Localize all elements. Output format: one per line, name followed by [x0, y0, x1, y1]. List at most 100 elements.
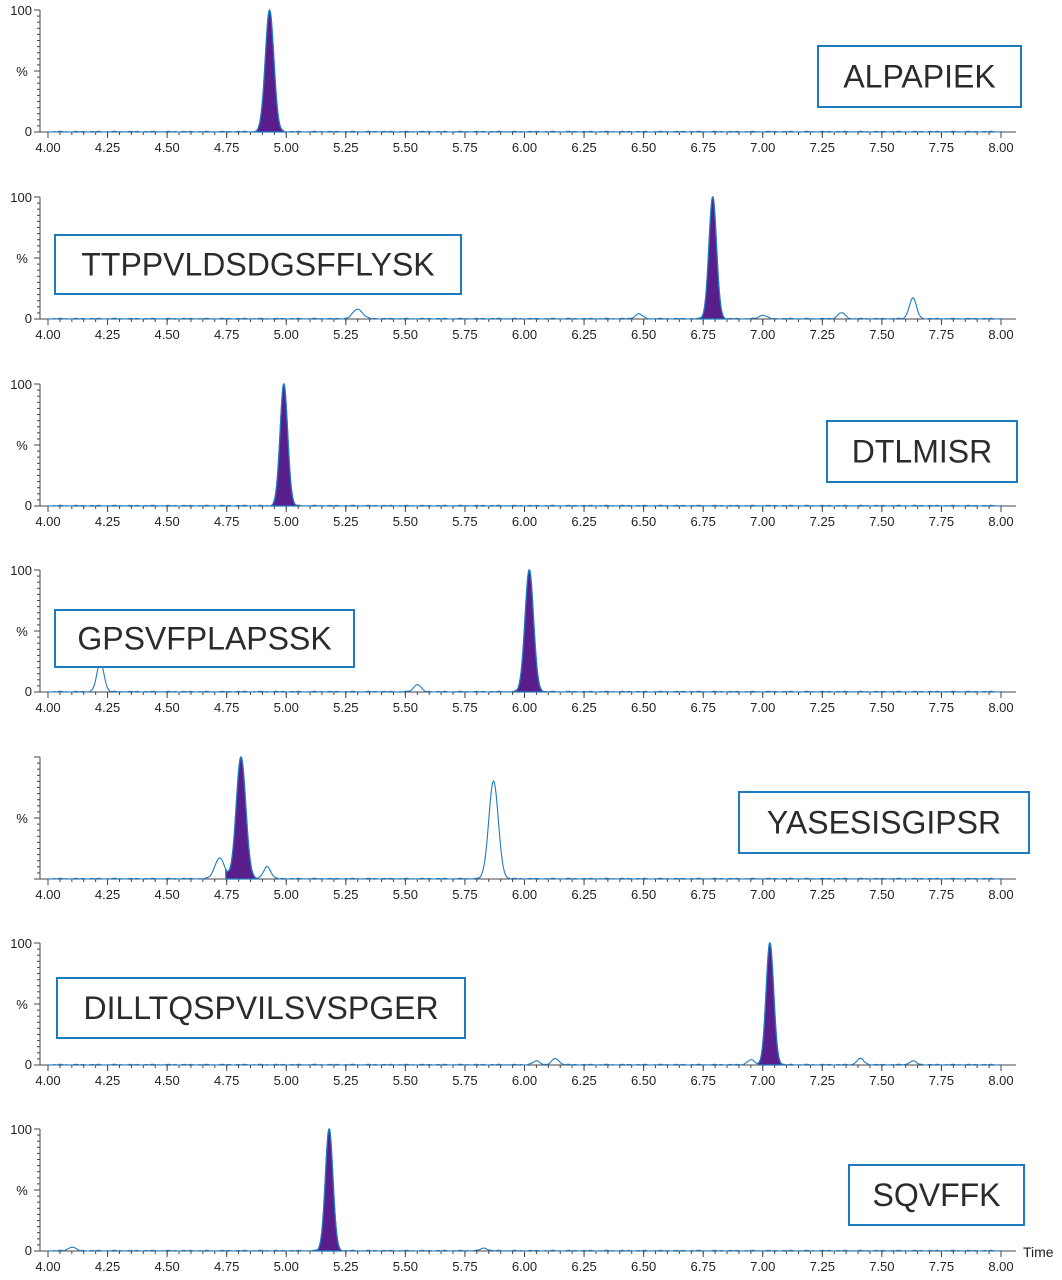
trace-line — [47, 756, 1001, 880]
x-tick-label: 4.00 — [35, 700, 60, 715]
x-tick-label: 7.00 — [750, 887, 775, 902]
x-tick-label: 6.50 — [631, 327, 656, 342]
x-tick-label: 8.00 — [988, 887, 1013, 902]
x-tick-label: 6.25 — [571, 700, 596, 715]
x-tick-label: 5.25 — [333, 1259, 358, 1274]
x-tick-label: 4.25 — [95, 327, 120, 342]
x-tick-label: 7.25 — [810, 140, 835, 155]
peptide-label-box — [54, 609, 355, 668]
trace-line — [47, 382, 1001, 507]
y-tick-label: 0 — [25, 1057, 32, 1072]
x-tick-label: 7.00 — [750, 1259, 775, 1274]
x-tick-label: 6.25 — [571, 1259, 596, 1274]
chromatogram-panel: % 4.00 4.25 4.50 4.75 5.00 5.25 5.50 5.75 6.00 6.2… — [16, 756, 1030, 902]
peptide-label-box — [817, 45, 1022, 108]
y-tick-label: 0 — [25, 311, 32, 326]
trace-line — [47, 1127, 1001, 1252]
x-tick-label: 5.50 — [393, 1073, 418, 1088]
x-tick-label: 6.25 — [571, 1073, 596, 1088]
trace-line — [47, 569, 1001, 693]
y-tick-label: 0 — [25, 684, 32, 699]
x-tick-label: 7.75 — [929, 887, 954, 902]
y-tick-label: 100 — [10, 3, 32, 18]
x-tick-label: 7.25 — [810, 700, 835, 715]
x-tick-label: 6.00 — [512, 1073, 537, 1088]
x-tick-label: 4.25 — [95, 1259, 120, 1274]
x-tick-label: 6.50 — [631, 1073, 656, 1088]
chromatogram-panel: 0 100% 4.00 4.25 4.50 4.75 5.00 5.25 5.50 5.75 6.0… — [10, 377, 1018, 529]
x-tick-label: 4.75 — [214, 887, 239, 902]
y-axis-label: % — [16, 624, 28, 639]
x-tick-label: 6.75 — [691, 514, 716, 529]
x-tick-label: 5.75 — [452, 1073, 477, 1088]
peptide-label: SQVFFK — [872, 1177, 1000, 1213]
x-tick-label: 7.25 — [810, 327, 835, 342]
x-tick-label: 8.00 — [988, 1073, 1013, 1088]
x-tick-label: 5.75 — [452, 140, 477, 155]
y-tick-label: 100 — [10, 1122, 32, 1137]
x-tick-label: 6.25 — [571, 140, 596, 155]
x-tick-label: 7.25 — [810, 1073, 835, 1088]
x-tick-label: 4.00 — [35, 887, 60, 902]
chromatogram-panel: 0 100% 4.00 4.25 4.50 4.75 5.00 5.25 5.50 5.75 6.0… — [10, 563, 1016, 715]
x-tick-label: 6.25 — [571, 327, 596, 342]
x-tick-label: 7.00 — [750, 514, 775, 529]
x-tick-label: 4.00 — [35, 1073, 60, 1088]
x-tick-label: 7.75 — [929, 700, 954, 715]
x-tick-label: 5.50 — [393, 327, 418, 342]
x-tick-label: 7.50 — [869, 140, 894, 155]
x-tick-label: 7.50 — [869, 700, 894, 715]
x-tick-label: 5.25 — [333, 887, 358, 902]
x-tick-label: 8.00 — [988, 700, 1013, 715]
peptide-label-box — [738, 791, 1030, 854]
x-tick-label: 4.25 — [95, 140, 120, 155]
peptide-label-box — [56, 977, 466, 1039]
y-tick-label: 100 — [10, 936, 32, 951]
x-tick-label: 8.00 — [988, 327, 1013, 342]
x-tick-label: 7.25 — [810, 1259, 835, 1274]
x-tick-label: 4.25 — [95, 887, 120, 902]
x-tick-label: 5.75 — [452, 700, 477, 715]
integrated-peak — [699, 196, 726, 320]
chromatogram-panel: 0 100% 4.00 4.25 4.50 4.75 5.00 5.25 5.50 5.75 6.0… — [10, 936, 1016, 1088]
y-tick-label: 100 — [10, 563, 32, 578]
x-tick-label: 5.25 — [333, 700, 358, 715]
x-tick-label: 6.75 — [691, 327, 716, 342]
x-tick-label: 4.75 — [214, 514, 239, 529]
x-tick-label: 7.75 — [929, 514, 954, 529]
x-tick-label: 7.00 — [750, 700, 775, 715]
y-axis-label: % — [16, 1183, 28, 1198]
x-tick-label: 7.00 — [750, 140, 775, 155]
x-tick-label: 5.25 — [333, 140, 358, 155]
x-tick-label: 7.75 — [929, 327, 954, 342]
integrated-peak — [255, 9, 284, 133]
x-tick-label: 4.50 — [154, 514, 179, 529]
x-tick-label: 4.25 — [95, 1073, 120, 1088]
x-tick-label: 8.00 — [988, 1259, 1013, 1274]
chromatogram-panel: 0 100% 4.00 4.25 4.50 4.75 5.00 5.25 5.50 5.75 6.0… — [10, 3, 1022, 155]
x-tick-label: 5.75 — [452, 514, 477, 529]
x-tick-label: 4.50 — [154, 1259, 179, 1274]
peptide-label-box — [826, 420, 1018, 483]
x-tick-label: 4.00 — [35, 140, 60, 155]
x-tick-label: 5.50 — [393, 700, 418, 715]
peptide-label: YASESISGIPSR — [767, 805, 1001, 841]
integrated-peak — [514, 569, 544, 693]
integrated-peak — [225, 756, 257, 880]
x-tick-label: 7.50 — [869, 887, 894, 902]
x-tick-label: 5.75 — [452, 327, 477, 342]
x-tick-label: 7.50 — [869, 514, 894, 529]
x-tick-label: 7.25 — [810, 514, 835, 529]
y-tick-label: 100 — [10, 190, 32, 205]
x-tick-label: 6.50 — [631, 140, 656, 155]
x-tick-label: 4.00 — [35, 514, 60, 529]
x-tick-label: 4.25 — [95, 514, 120, 529]
trace-line — [47, 8, 1001, 133]
x-tick-label: 6.00 — [512, 1259, 537, 1274]
x-tick-label: 4.00 — [35, 1259, 60, 1274]
peptide-label: DILLTQSPVILSVSPGER — [83, 990, 438, 1026]
x-tick-label: 5.50 — [393, 140, 418, 155]
x-tick-label: 5.00 — [274, 1073, 299, 1088]
x-tick-label: 5.00 — [274, 887, 299, 902]
